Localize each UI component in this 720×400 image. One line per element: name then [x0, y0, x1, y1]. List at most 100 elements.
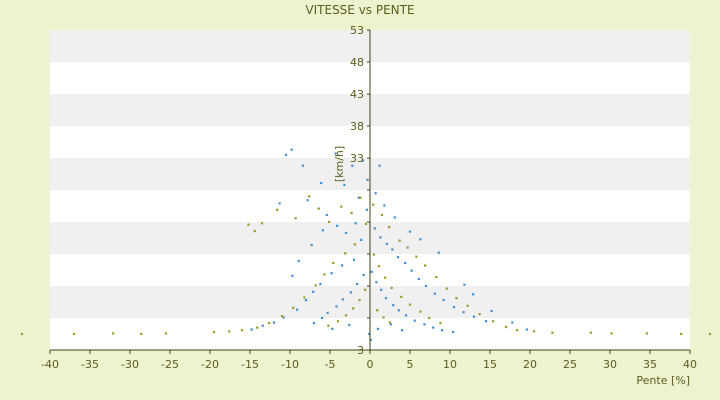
- data-point: [372, 203, 375, 206]
- data-point: [463, 283, 466, 286]
- data-point: [373, 227, 376, 230]
- data-point: [589, 331, 592, 334]
- data-point: [282, 316, 285, 319]
- data-point: [404, 314, 408, 317]
- data-point: [383, 204, 386, 207]
- data-point: [478, 313, 481, 316]
- data-point: [72, 332, 76, 336]
- data-point: [390, 286, 393, 289]
- axes: -40 -35 -30 -25 -20 -15 -10 -5 0 5 10 15 20 25 30 35 40 3…: [41, 24, 697, 371]
- data-point: [112, 332, 115, 335]
- data-point: [370, 270, 373, 273]
- x-axis-title: Pente [%]: [636, 374, 690, 387]
- x-tick-label: 0: [367, 358, 374, 371]
- data-point: [332, 261, 335, 265]
- x-tick-label: 40: [683, 358, 697, 371]
- data-point: [328, 220, 331, 224]
- data-point: [164, 332, 168, 335]
- data-point: [406, 246, 409, 249]
- data-point: [610, 332, 613, 335]
- data-point: [424, 284, 428, 288]
- y-tick-label: 53: [350, 24, 364, 37]
- data-point: [410, 269, 413, 272]
- data-point: [384, 297, 388, 300]
- data-point: [240, 329, 244, 332]
- data-point: [378, 164, 381, 167]
- data-point: [268, 322, 271, 325]
- data-point: [350, 211, 353, 215]
- data-point: [294, 217, 297, 220]
- data-point: [532, 330, 536, 333]
- data-point: [385, 242, 388, 245]
- x-tick-label: 15: [483, 358, 497, 371]
- x-tick-label: 25: [563, 358, 577, 371]
- data-point: [439, 322, 442, 325]
- data-point: [417, 277, 420, 281]
- data-point: [398, 239, 401, 242]
- data-point: [325, 213, 328, 217]
- data-point: [433, 292, 436, 295]
- data-point: [364, 288, 367, 291]
- data-point: [380, 288, 383, 291]
- data-point: [361, 159, 364, 162]
- data-point: [389, 323, 392, 326]
- x-tick-label: 30: [603, 358, 617, 371]
- data-point: [327, 324, 330, 327]
- data-point: [323, 273, 326, 276]
- data-point: [326, 311, 329, 314]
- data-point: [312, 290, 315, 293]
- data-point: [551, 331, 554, 334]
- data-point: [212, 331, 216, 334]
- data-point: [365, 208, 368, 211]
- data-point: [317, 207, 320, 210]
- x-tick-label: 20: [523, 358, 537, 371]
- y-tick-label: 43: [350, 88, 364, 101]
- y-tick-label: 48: [350, 56, 364, 69]
- data-point: [247, 223, 250, 226]
- data-point: [388, 321, 392, 324]
- data-point: [20, 332, 24, 336]
- data-point: [228, 330, 231, 333]
- data-point: [261, 324, 264, 327]
- data-point: [340, 264, 344, 267]
- data-point: [280, 315, 284, 318]
- data-point: [349, 291, 352, 294]
- data-point: [384, 276, 387, 279]
- x-tick-label: -10: [281, 358, 299, 371]
- data-point: [408, 230, 412, 233]
- x-tick-label: -40: [41, 358, 59, 371]
- data-point: [256, 326, 259, 329]
- data-point: [455, 297, 458, 300]
- data-point: [369, 338, 372, 341]
- data-point: [304, 299, 308, 302]
- data-point: [291, 274, 294, 277]
- x-tick-label: 10: [443, 358, 457, 371]
- data-point: [437, 251, 440, 254]
- data-point: [376, 327, 380, 330]
- data-point: [396, 256, 400, 259]
- data-point: [380, 213, 384, 217]
- data-point: [359, 196, 362, 199]
- data-point: [372, 253, 376, 256]
- data-point: [400, 295, 403, 298]
- data-point: [511, 321, 514, 324]
- data-point: [484, 320, 488, 323]
- data-point: [336, 320, 340, 323]
- data-point: [400, 329, 404, 332]
- data-point: [424, 264, 427, 267]
- data-point: [336, 224, 339, 227]
- data-point: [466, 304, 469, 307]
- data-point: [360, 238, 363, 241]
- data-point: [308, 195, 311, 198]
- data-point: [335, 305, 338, 308]
- x-tick-label: 35: [643, 358, 657, 371]
- data-point: [364, 222, 368, 225]
- data-point: [462, 311, 465, 314]
- data-point: [348, 323, 351, 327]
- data-point: [344, 252, 347, 255]
- data-point: [330, 272, 333, 275]
- x-tick-label: -30: [121, 358, 139, 371]
- data-point: [393, 216, 396, 219]
- data-point: [284, 153, 288, 156]
